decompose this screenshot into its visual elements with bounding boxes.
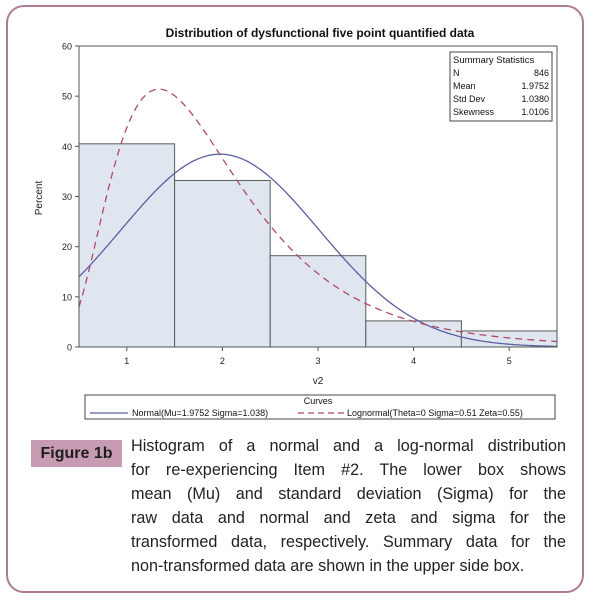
legend-title: Curves (304, 396, 333, 406)
caption-line: mean (Mu) and standard deviation (Sigma)… (131, 485, 566, 503)
legend-entry-lognormal: Lognormal(Theta=0 Sigma=0.51 Zeta=0.55) (347, 408, 523, 418)
y-tick-label: 30 (62, 192, 72, 202)
caption-line: non-transformed data are shown in the up… (131, 557, 525, 575)
y-tick-label: 0 (67, 343, 72, 353)
histogram-bar (269, 255, 367, 348)
histogram-bar (78, 143, 176, 348)
summary-label-n: N (453, 68, 460, 78)
x-axis-label: v2 (313, 376, 324, 387)
x-tick-label: 1 (124, 356, 129, 366)
caption-line: raw data and normal and zeta and sigma f… (131, 509, 566, 527)
y-tick-label: 60 (62, 42, 72, 52)
caption-line: transformed data, respectively. Summary … (131, 533, 566, 551)
histogram-bar (174, 179, 271, 348)
summary-value-skewness: 1.0106 (521, 107, 549, 117)
figure-label: Figure 1b (31, 440, 122, 467)
curves-legend: Curves Normal(Mu=1.9752 Sigma=1.038) Log… (84, 394, 556, 420)
summary-label-mean: Mean (453, 81, 476, 91)
caption-line: for re-experiencing Item #2. The lower b… (131, 461, 566, 479)
y-tick-label: 50 (62, 92, 72, 102)
x-tick-label: 5 (507, 356, 512, 366)
summary-value-mean: 1.9752 (521, 81, 549, 91)
histogram-bar (365, 320, 462, 348)
chart-title: Distribution of dysfunctional five point… (166, 26, 475, 40)
summary-value-std-dev: 1.0380 (521, 94, 549, 104)
summary-statistics-box: Summary Statistics N 846 Mean 1.9752 Std… (449, 51, 553, 122)
summary-title: Summary Statistics (453, 55, 535, 66)
summary-label-std-dev: Std Dev (453, 94, 486, 104)
x-tick-label: 4 (411, 356, 416, 366)
y-tick-label: 20 (62, 242, 72, 252)
summary-label-skewness: Skewness (453, 107, 495, 117)
caption-line: Histogram of a normal and a log-normal d… (131, 437, 566, 455)
figure-caption: Histogram of a normal and a log-normal d… (131, 434, 566, 578)
x-tick-label: 3 (315, 356, 320, 366)
y-axis-label: Percent (34, 181, 45, 216)
legend-entry-normal: Normal(Mu=1.9752 Sigma=1.038) (132, 408, 268, 418)
y-tick-label: 40 (62, 142, 72, 152)
y-tick-label: 10 (62, 292, 72, 302)
lognormal-curve (78, 88, 558, 343)
normal-curve (78, 153, 558, 348)
x-tick-label: 2 (220, 356, 225, 366)
summary-value-n: 846 (534, 68, 549, 78)
